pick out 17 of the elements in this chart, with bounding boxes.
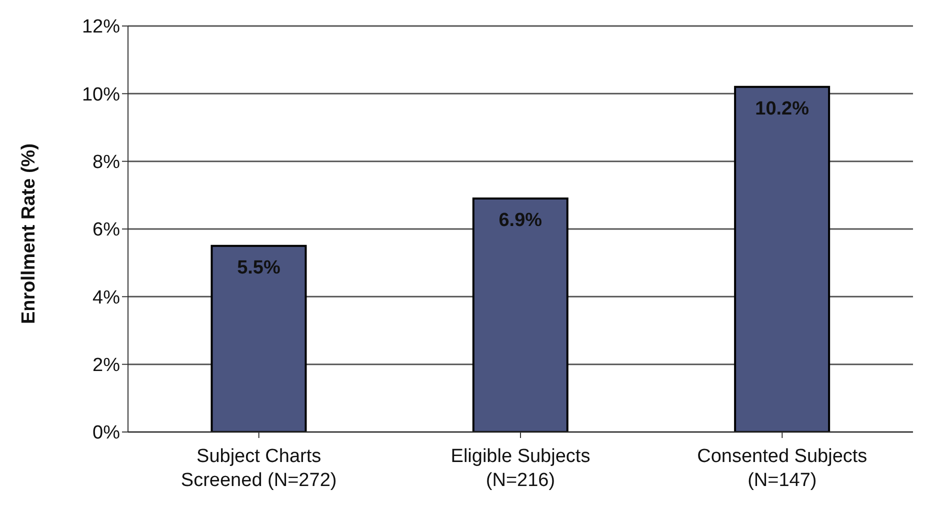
y-tick-label: 2%	[92, 355, 120, 376]
y-tick-label: 10%	[82, 84, 120, 106]
data-label: 5.5%	[237, 257, 280, 278]
bar	[210, 244, 307, 432]
y-tick-label: 12%	[82, 16, 120, 38]
y-tick-label: 0%	[92, 422, 120, 444]
x-tick-label: Eligible Subjects (N=216)	[450, 446, 590, 491]
bar	[734, 86, 830, 432]
y-axis-title: Enrollment Rate (%)	[18, 143, 40, 324]
x-tick-label: Subject Charts Screened (N=272)	[180, 446, 337, 491]
data-label: 10.2%	[755, 98, 810, 120]
data-label: 6.9%	[498, 210, 542, 232]
y-tick-label: 6%	[92, 220, 120, 241]
y-tick-label: 4%	[92, 287, 120, 308]
bar	[472, 198, 568, 432]
x-tick-label: Consented Subjects (N=147)	[697, 446, 868, 491]
y-tick-label: 8%	[92, 152, 120, 174]
